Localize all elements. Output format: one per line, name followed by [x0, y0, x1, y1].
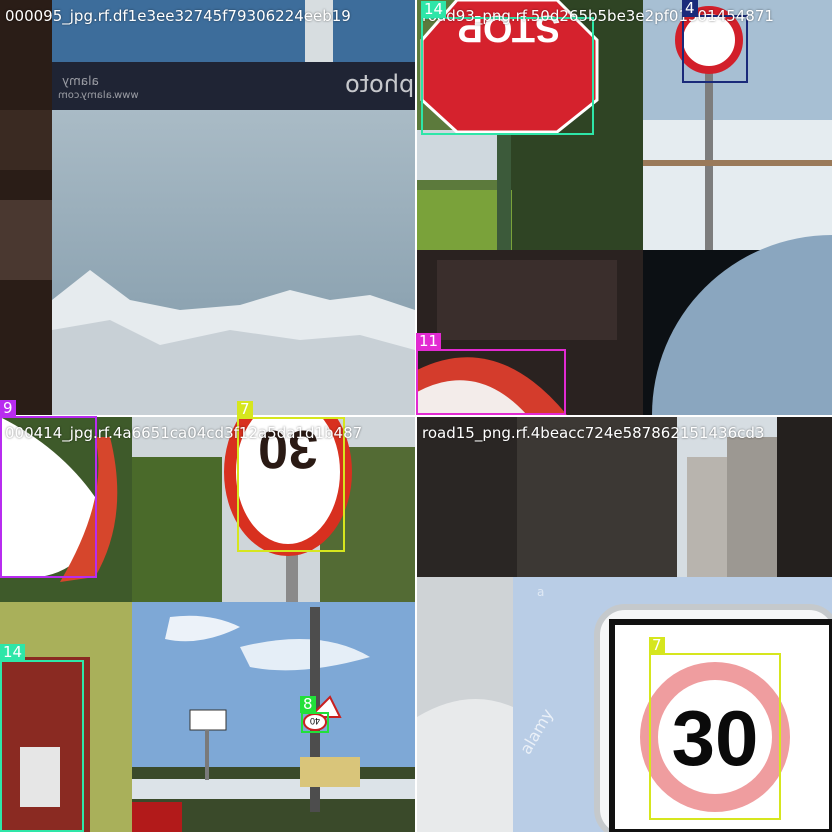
tile-filename: 000414_jpg.rf.4a6651ca04cd3f12a5da1d1b48…	[5, 424, 363, 442]
tile-top-left: alamy www.alamy.com photo 000095_jpg.rf.…	[0, 0, 415, 415]
detection-label: 11	[416, 333, 442, 350]
tile-filename: road93_png.rf.50d265b5be3e2pf01301454871	[422, 7, 774, 25]
tile-filename: 000095_jpg.rf.df1e3ee32745f79306224eeb19	[5, 7, 351, 25]
detection-label: 4	[682, 0, 698, 17]
tile-bottom-right: 30 alamy a road15_png.rf.4beacc724e58786…	[417, 417, 832, 832]
tile-bottom-left-scene: 30 40	[0, 417, 415, 832]
detection-label: 14	[421, 1, 447, 18]
speed-sign-text-small: 40	[310, 716, 320, 726]
detection-box	[416, 349, 566, 415]
detection-box	[421, 17, 594, 135]
detection-box	[0, 660, 84, 832]
detection-box	[0, 416, 97, 578]
tile-top-right: STOP road93_png.rf.50d265b5be3e2pf013014…	[417, 0, 832, 415]
tile-watermark-photo: photo	[345, 70, 415, 98]
detection-label: 9	[0, 400, 16, 417]
speed-sign-text-large: 30	[672, 694, 759, 782]
detection-label: 8	[300, 696, 316, 713]
tile-filename: road15_png.rf.4beacc724e587862151436cd3	[422, 424, 765, 442]
detection-box	[649, 653, 781, 820]
tile-top-right-scene: STOP	[417, 0, 832, 415]
detection-label: 14	[0, 644, 26, 661]
tile-watermark-letter: a	[537, 585, 545, 599]
detection-box	[301, 712, 329, 733]
detection-box	[682, 15, 748, 83]
detection-label: 7	[237, 401, 253, 418]
speed-sign-text-upper: 30	[258, 419, 318, 479]
stop-sign-text: STOP	[458, 7, 561, 49]
tile-watermark-small-1: alamy	[62, 74, 99, 88]
tile-watermark-small-2: www.alamy.com	[58, 90, 139, 101]
tile-bottom-right-scene: 30	[417, 417, 832, 832]
tile-bottom-left: 30 40 000414_jpg.rf.4a6651ca04cd3f12a5da…	[0, 417, 415, 832]
detection-label: 7	[649, 637, 665, 654]
tile-top-left-scene	[0, 0, 415, 415]
detection-box	[237, 417, 345, 552]
